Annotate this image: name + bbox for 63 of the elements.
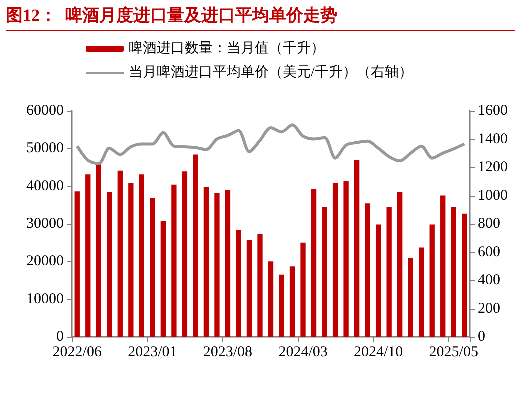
y2-tick-label: 0	[478, 329, 486, 345]
bar	[290, 266, 296, 337]
y2-tick-label: 1000	[478, 188, 508, 204]
bar	[322, 207, 328, 337]
bar	[451, 207, 456, 337]
x-tick-label: 2024/10	[354, 344, 404, 360]
bar	[172, 184, 177, 337]
y2-tick-label: 1400	[478, 131, 508, 148]
x-tick-label: 2023/08	[203, 344, 253, 360]
chart-title: 图12： 啤酒月度进口量及进口平均单价走势	[6, 4, 515, 31]
bar	[225, 190, 231, 337]
y-tick-label: 0	[56, 329, 64, 345]
y2-tick-label: 600	[478, 244, 500, 260]
bar	[354, 160, 360, 337]
bar	[398, 192, 403, 337]
bar	[344, 181, 349, 337]
bar	[182, 172, 188, 337]
y2-tick-label: 400	[478, 272, 500, 288]
bar	[139, 174, 144, 337]
bar	[236, 230, 242, 337]
bar	[86, 174, 91, 337]
y-tick-label: 40000	[26, 178, 64, 194]
legend-label: 当月啤酒进口平均单价（美元/千升）（右轴）	[129, 64, 413, 80]
bar	[193, 154, 198, 337]
bar	[258, 234, 263, 337]
bar	[160, 221, 166, 337]
bar	[311, 188, 317, 337]
bar	[430, 224, 435, 337]
bar	[300, 242, 306, 337]
x-tick-label: 2023/01	[128, 344, 178, 360]
bar	[365, 204, 370, 337]
bar	[204, 187, 210, 337]
bar	[332, 182, 338, 337]
y2-tick-label: 1600	[478, 103, 508, 119]
bar	[118, 170, 123, 337]
y-tick-label: 60000	[26, 103, 64, 119]
bar	[246, 240, 252, 337]
x-tick-label: 2025/05	[429, 344, 478, 360]
legend-label: 啤酒进口数量：当月值（千升）	[129, 40, 325, 56]
bar	[74, 192, 80, 337]
bar	[150, 198, 156, 337]
bar	[96, 164, 102, 337]
bar	[376, 224, 382, 337]
bar	[408, 258, 414, 337]
bar	[128, 182, 134, 337]
bar	[440, 196, 446, 337]
y2-tick-label: 800	[478, 216, 500, 232]
bar	[107, 192, 112, 337]
bar	[214, 193, 220, 337]
x-tick-label: 2022/06	[52, 344, 102, 360]
line-series	[76, 124, 466, 166]
y2-tick-label: 1200	[478, 160, 508, 176]
bar	[419, 248, 424, 337]
y2-tick-label: 200	[478, 300, 500, 317]
y-tick-label: 20000	[26, 254, 64, 270]
bar	[462, 214, 468, 337]
y-tick-label: 30000	[26, 216, 64, 232]
y-tick-label: 50000	[26, 140, 64, 157]
bar	[386, 207, 392, 337]
x-tick-label: 2024/03	[278, 344, 328, 360]
bar	[268, 262, 274, 337]
bar	[279, 274, 284, 337]
y-tick-label: 10000	[26, 291, 64, 308]
